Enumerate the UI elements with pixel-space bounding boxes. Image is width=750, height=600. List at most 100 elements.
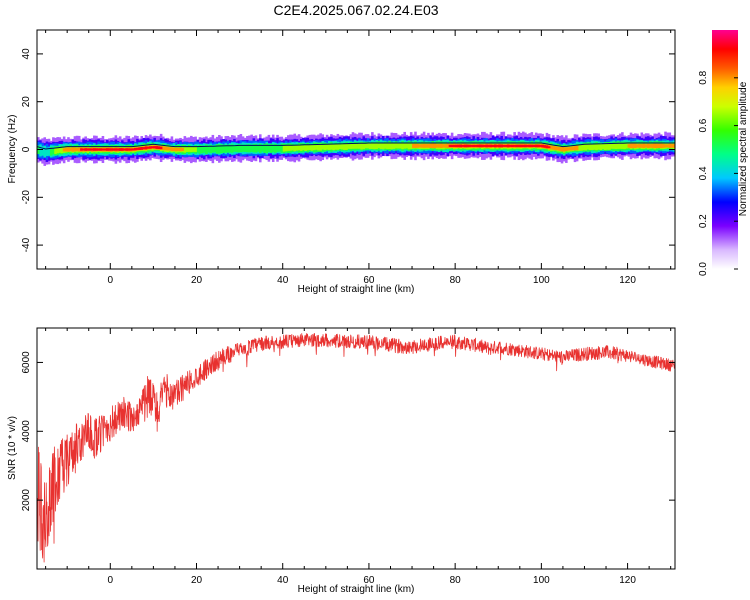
heatmap-cell xyxy=(489,144,493,148)
heatmap-cell xyxy=(118,148,122,151)
heatmap-cell xyxy=(233,145,236,152)
heatmap-cell xyxy=(75,147,79,152)
heatmap-cell xyxy=(267,144,271,152)
heatmap-cell xyxy=(502,144,506,147)
heatmap-cell xyxy=(556,146,560,151)
heatmap-cell xyxy=(384,143,387,149)
heatmap-cell xyxy=(323,144,327,151)
heatmap-cell xyxy=(386,142,389,150)
spectrogram-y-tick-label: 40 xyxy=(21,48,32,60)
heatmap-cell xyxy=(45,147,49,157)
snr-frame xyxy=(36,327,676,570)
heatmap-cell xyxy=(608,143,611,150)
heatmap-cell xyxy=(319,143,322,151)
heatmap-cell xyxy=(222,144,225,153)
heatmap-cell xyxy=(554,146,557,151)
heatmap-cell xyxy=(90,148,94,151)
heatmap-cell xyxy=(416,144,419,148)
heatmap-cell xyxy=(420,144,424,148)
heatmap-cell xyxy=(205,144,208,155)
snr-x-tick-label: 80 xyxy=(450,575,462,586)
heatmap-cell xyxy=(534,144,538,148)
heatmap-cell xyxy=(506,144,510,148)
heatmap-cell xyxy=(452,144,456,147)
heatmap-cell xyxy=(265,143,269,154)
heatmap-cell xyxy=(651,144,654,148)
colorbar-tick-label: 0.0 xyxy=(698,262,709,276)
heatmap-cell xyxy=(93,148,96,151)
heatmap-cell xyxy=(325,144,329,150)
heatmap-cell xyxy=(560,147,564,152)
heatmap-cell xyxy=(541,144,544,148)
heatmap-cell xyxy=(599,143,603,151)
heatmap-cell xyxy=(95,148,98,151)
heatmap-cell xyxy=(149,146,152,149)
heatmap-cell xyxy=(657,143,661,149)
heatmap-cell xyxy=(664,144,667,148)
heatmap-cell xyxy=(39,144,42,157)
heatmap-cell xyxy=(476,144,480,148)
heatmap-cell xyxy=(612,143,616,149)
heatmap-cell xyxy=(349,143,353,149)
heatmap-cell xyxy=(435,144,439,148)
figure-title: C2E4.2025.067.02.24.E03 xyxy=(273,2,438,18)
spectrogram-x-tick-label: 0 xyxy=(108,275,114,286)
heatmap-cell xyxy=(315,145,318,150)
heatmap-cell xyxy=(336,143,340,150)
snr-x-tick-label: 120 xyxy=(619,575,636,586)
heatmap-cell xyxy=(162,146,165,151)
heatmap-cell xyxy=(237,144,241,153)
heatmap-cell xyxy=(394,143,398,149)
heatmap-cell xyxy=(634,143,637,149)
heatmap-cell xyxy=(571,146,575,151)
snr-x-axis: 0 20 40 60 80 100 120 xyxy=(45,328,672,586)
snr-x-tick-label: 0 xyxy=(108,575,114,586)
heatmap-cell xyxy=(618,143,622,149)
spectrogram-panel: 0 20 40 60 80 100 120 -40 -20 0 20 40 Height of st… xyxy=(7,29,676,295)
heatmap-cell xyxy=(424,144,428,148)
heatmap-cell xyxy=(213,145,217,153)
colorbar-label: Normalized spectral amplitude xyxy=(738,81,749,216)
heatmap-cell xyxy=(172,147,176,152)
heatmap-cell xyxy=(133,148,137,151)
heatmap-cell xyxy=(334,144,338,150)
heatmap-cell xyxy=(284,145,288,152)
heatmap-cell xyxy=(360,142,363,150)
heatmap-cell xyxy=(549,145,553,150)
heatmap-cell xyxy=(513,144,516,147)
heatmap-cell xyxy=(71,147,75,152)
heatmap-cell xyxy=(224,144,228,153)
heatmap-cell xyxy=(252,144,256,153)
heatmap-cell xyxy=(606,143,609,150)
heatmap-cell xyxy=(593,143,596,150)
heatmap-cell xyxy=(586,144,590,150)
heatmap-cell xyxy=(405,143,409,149)
spectrogram-heat-layer xyxy=(37,131,675,166)
heatmap-cell xyxy=(582,144,585,151)
heatmap-cell xyxy=(532,144,536,148)
heatmap-cell xyxy=(547,146,551,149)
heatmap-cell xyxy=(280,143,284,153)
heatmap-cell xyxy=(54,147,57,154)
heatmap-cell xyxy=(412,143,415,148)
heatmap-cell xyxy=(509,144,512,147)
heatmap-cell xyxy=(327,144,331,150)
heatmap-cell xyxy=(166,146,169,151)
heatmap-cell xyxy=(642,143,646,149)
heatmap-cell xyxy=(539,144,542,147)
snr-y-tick-label: 6000 xyxy=(21,351,32,374)
heatmap-cell xyxy=(353,143,357,149)
heatmap-cell xyxy=(295,145,299,151)
heatmap-cell xyxy=(666,144,669,148)
heatmap-cell xyxy=(457,144,460,148)
heatmap-cell xyxy=(138,147,141,151)
heatmap-cell xyxy=(282,145,286,152)
heatmap-cell xyxy=(463,144,467,148)
heatmap-cell xyxy=(545,145,549,149)
heatmap-cell xyxy=(437,144,441,148)
heatmap-cell xyxy=(448,144,452,148)
heatmap-cell xyxy=(638,144,641,148)
heatmap-cell xyxy=(174,147,178,152)
heatmap-cell xyxy=(269,143,273,153)
heatmap-cell xyxy=(82,148,85,151)
